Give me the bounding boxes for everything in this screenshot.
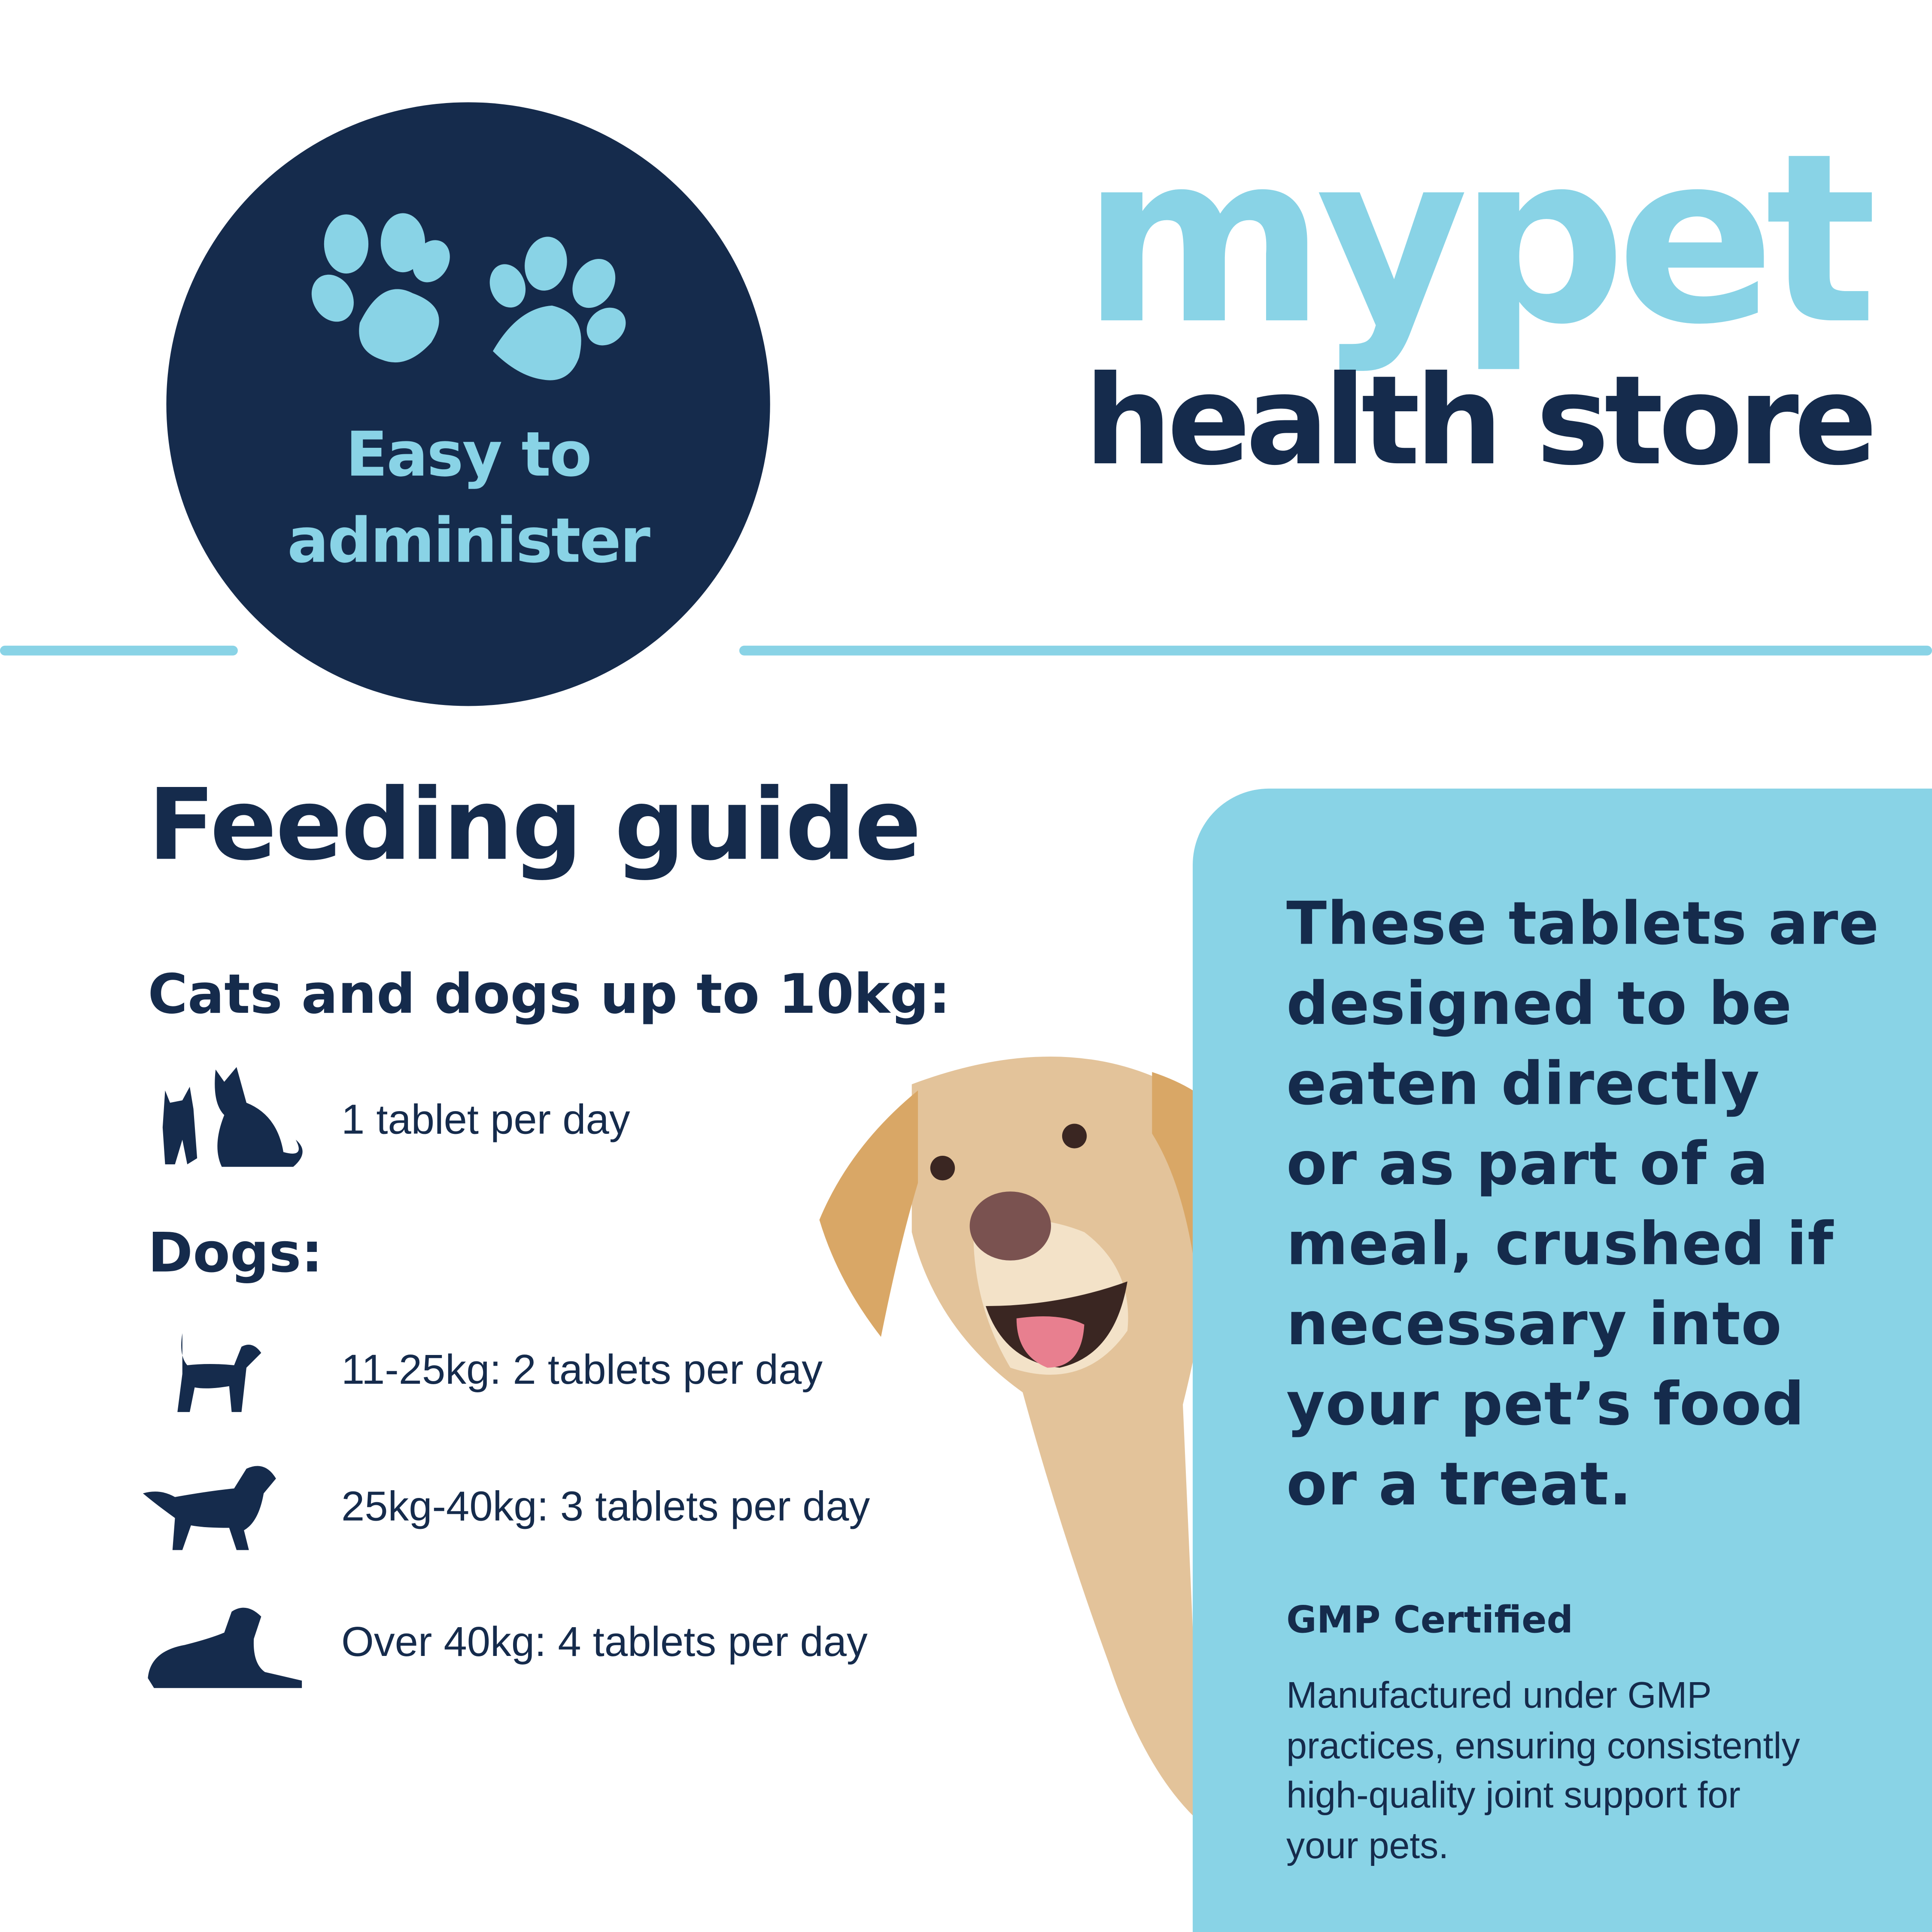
panel-line: your pet’s food bbox=[1286, 1370, 1805, 1440]
large-dog-lying-icon bbox=[148, 1607, 302, 1688]
small-dog-icon bbox=[177, 1333, 261, 1412]
dose-25-40kg: 25kg-40kg: 3 tablets per day bbox=[341, 1483, 870, 1531]
feeding-guide-title: Feeding guide bbox=[148, 767, 921, 882]
divider-right bbox=[739, 645, 1932, 656]
small-pets-dose: 1 tablet per day bbox=[341, 1097, 630, 1144]
divider-left bbox=[0, 645, 238, 656]
dose-11-25kg: 11-25kg: 2 tablets per day bbox=[341, 1346, 823, 1394]
small-pets-heading: Cats and dogs up to 10kg: bbox=[148, 963, 951, 1027]
labrador-dog-photo bbox=[819, 1056, 1235, 1824]
gmp-line: your pets. bbox=[1286, 1825, 1449, 1866]
logo-health-store: health store bbox=[1084, 349, 1877, 493]
panel-line: designed to be bbox=[1286, 969, 1792, 1039]
badge-line2: administer bbox=[287, 505, 650, 577]
medium-dog-icon bbox=[143, 1466, 276, 1550]
badge-line1: Easy to bbox=[346, 419, 592, 491]
dogs-heading: Dogs: bbox=[148, 1222, 323, 1285]
cat-and-dog-icon bbox=[162, 1067, 303, 1167]
gmp-line: Manufactured under GMP bbox=[1286, 1676, 1712, 1716]
gmp-description: Manufactured under GMP practices, ensuri… bbox=[1286, 1672, 1878, 1871]
badge-circle bbox=[166, 102, 770, 706]
info-panel bbox=[1193, 788, 1932, 1932]
panel-line: These tablets are bbox=[1286, 890, 1880, 959]
panel-line: eaten directly bbox=[1286, 1050, 1760, 1119]
logo-mypet: mypet bbox=[1081, 103, 1877, 376]
panel-line: or a treat. bbox=[1286, 1450, 1632, 1519]
panel-line: or as part of a bbox=[1286, 1130, 1769, 1199]
dose-over-40kg: Over 40kg: 4 tablets per day bbox=[341, 1619, 868, 1666]
panel-line: meal, crushed if bbox=[1286, 1210, 1834, 1279]
panel-line: necessary into bbox=[1286, 1290, 1783, 1359]
gmp-line: practices, ensuring consistently bbox=[1286, 1725, 1800, 1767]
panel-description: These tablets are designed to be eaten d… bbox=[1286, 885, 1902, 1525]
paw-prints-icon bbox=[311, 213, 626, 380]
gmp-line: high-quality joint support for bbox=[1286, 1775, 1741, 1817]
gmp-title: GMP Certified bbox=[1286, 1599, 1574, 1643]
